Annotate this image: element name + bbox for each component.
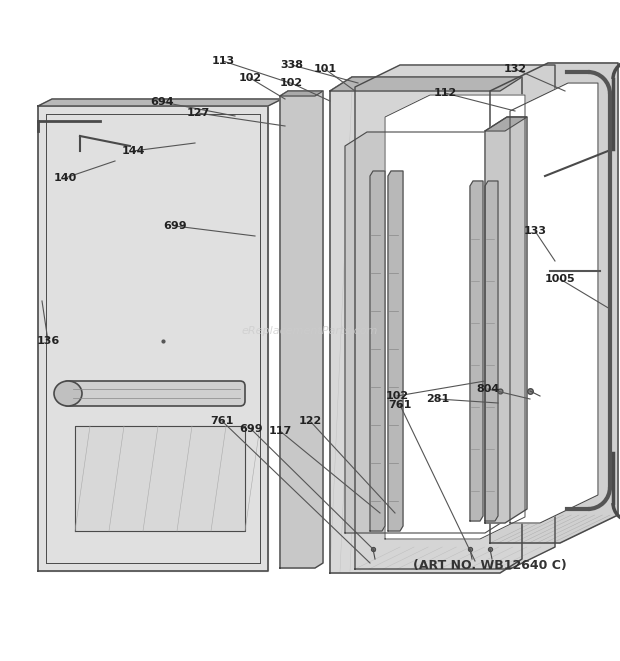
Polygon shape <box>385 95 525 539</box>
Text: 699: 699 <box>163 221 187 231</box>
Text: 281: 281 <box>427 394 449 404</box>
Text: 102: 102 <box>386 391 409 401</box>
Polygon shape <box>38 99 282 106</box>
Polygon shape <box>38 106 268 571</box>
Text: 136: 136 <box>37 336 60 346</box>
Text: 117: 117 <box>268 426 291 436</box>
Polygon shape <box>485 117 527 131</box>
Polygon shape <box>330 77 522 573</box>
Text: 132: 132 <box>503 64 526 74</box>
Text: 338: 338 <box>280 60 304 70</box>
Text: 694: 694 <box>150 97 174 107</box>
Text: 102: 102 <box>280 78 303 88</box>
Polygon shape <box>280 91 323 568</box>
Text: (ART NO. WB12640 C): (ART NO. WB12640 C) <box>413 559 567 572</box>
Text: 102: 102 <box>239 73 262 83</box>
Text: 699: 699 <box>239 424 263 434</box>
Text: 1005: 1005 <box>545 274 575 284</box>
Polygon shape <box>510 83 598 523</box>
Polygon shape <box>280 91 323 96</box>
Polygon shape <box>75 426 245 531</box>
Text: eReplacementParts.com: eReplacementParts.com <box>242 326 378 336</box>
Ellipse shape <box>54 381 82 406</box>
Polygon shape <box>370 171 385 531</box>
Text: 804: 804 <box>476 384 500 394</box>
Text: 101: 101 <box>314 64 337 74</box>
Text: 140: 140 <box>53 173 77 183</box>
Text: 122: 122 <box>298 416 322 426</box>
Text: 144: 144 <box>122 146 144 156</box>
Polygon shape <box>345 132 507 533</box>
Polygon shape <box>485 117 527 523</box>
Text: 112: 112 <box>433 88 456 98</box>
Polygon shape <box>470 181 483 521</box>
Polygon shape <box>330 77 522 91</box>
FancyBboxPatch shape <box>63 381 245 406</box>
Polygon shape <box>490 63 618 543</box>
Text: 761: 761 <box>388 400 412 410</box>
Text: 127: 127 <box>187 108 210 118</box>
Text: 761: 761 <box>210 416 234 426</box>
Text: 133: 133 <box>523 226 546 236</box>
Text: 113: 113 <box>211 56 234 66</box>
Polygon shape <box>355 65 555 569</box>
Polygon shape <box>388 171 403 531</box>
Polygon shape <box>485 181 498 521</box>
